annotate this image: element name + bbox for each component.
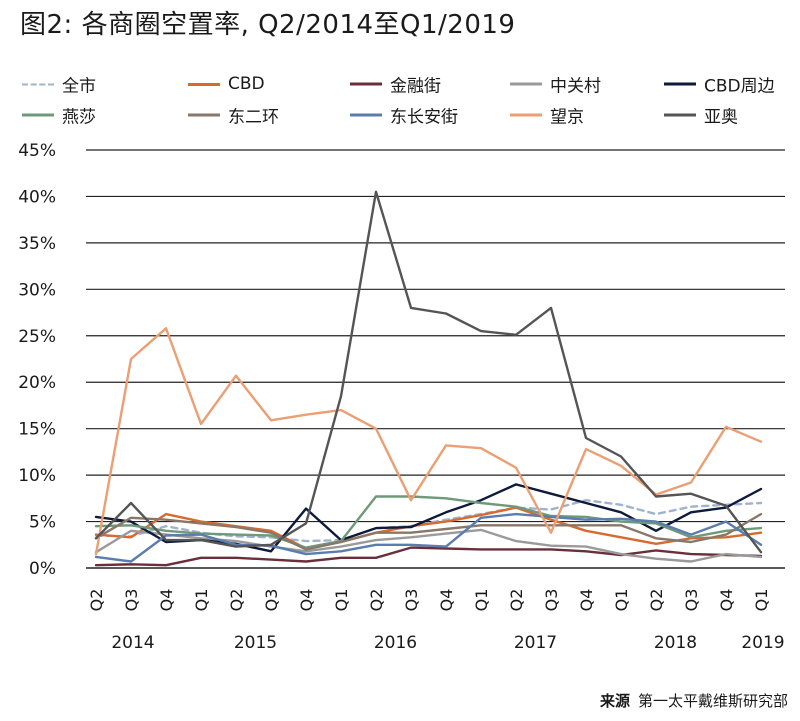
x-tick-label: Q3 xyxy=(122,589,141,612)
legend-item: 亚奥 xyxy=(664,103,738,128)
y-tick-label: 15% xyxy=(18,420,56,440)
legend-label: 金融街 xyxy=(390,76,441,97)
y-tick-labels: 0% 5% 10% 15% 20% 25% 30% 35% 40% 45% xyxy=(18,141,56,579)
source-text: 第一太平戴维斯研究部 xyxy=(637,692,788,710)
legend-item: 东长安街 xyxy=(350,103,458,128)
legend-item: 望京 xyxy=(510,103,584,128)
year-label: 2017 xyxy=(514,633,557,653)
source-label: 来源 xyxy=(599,692,630,710)
x-tick-label: Q1 xyxy=(752,589,771,612)
legend-swatch xyxy=(188,113,220,117)
series-line xyxy=(94,495,763,549)
legend-swatch xyxy=(22,83,54,85)
x-tick-label: Q2 xyxy=(367,589,386,612)
y-tick-label: 5% xyxy=(29,513,56,533)
legend-swatch xyxy=(510,113,542,117)
series-line xyxy=(94,506,763,550)
y-tick-label: 0% xyxy=(29,559,56,579)
series-line xyxy=(94,546,763,567)
x-tick-label: Q4 xyxy=(297,589,316,612)
year-label: 2019 xyxy=(741,633,784,653)
y-tick-label: 10% xyxy=(18,466,56,486)
x-tick-label: Q2 xyxy=(227,589,246,612)
gridlines xyxy=(86,149,785,569)
x-tick-label: Q4 xyxy=(577,589,596,612)
x-tick-labels: Q2 Q3 Q4 Q1 Q2 Q3 Q4 Q1 Q2 Q3 Q4 Q1 Q2 Q3 Q4 Q1 Q2 Q3 Q4 Q1 xyxy=(87,589,771,612)
chart-title: 图2: 各商圈空置率, Q2/2014至Q1/2019 xyxy=(20,10,516,40)
legend-label: 东长安街 xyxy=(390,107,458,128)
y-tick-label: 30% xyxy=(18,280,56,300)
series-line xyxy=(94,512,763,563)
legend-swatch xyxy=(188,82,220,86)
x-tick-label: Q4 xyxy=(157,589,176,612)
legend-label: 东二环 xyxy=(228,107,279,128)
legend-label: 亚奥 xyxy=(704,107,738,128)
legend-swatch xyxy=(664,113,696,117)
year-label: 2015 xyxy=(234,633,277,653)
series-lines xyxy=(94,190,763,567)
y-tick-label: 25% xyxy=(18,327,56,347)
legend-item: CBD周边 xyxy=(664,72,775,97)
x-tick-label: Q2 xyxy=(647,589,666,612)
legend-label: 燕莎 xyxy=(62,107,96,128)
x-tick-label: Q1 xyxy=(332,589,351,612)
year-label: 2018 xyxy=(654,633,697,653)
legend-item: 中关村 xyxy=(510,72,601,97)
legend-item: 东二环 xyxy=(188,103,279,128)
year-label: 2016 xyxy=(374,633,417,653)
legend-swatch xyxy=(350,82,382,86)
legend-item: 燕莎 xyxy=(22,103,96,128)
legend-swatch xyxy=(350,113,382,117)
year-label: 2014 xyxy=(111,633,154,653)
x-tick-label: Q3 xyxy=(402,589,421,612)
year-labels: 2014 2015 2016 2017 2018 2019 xyxy=(111,633,784,653)
x-tick-label: Q4 xyxy=(717,589,736,612)
legend-label: 中关村 xyxy=(550,76,601,97)
x-tick-label: Q1 xyxy=(472,589,491,612)
legend-item: 全市 xyxy=(22,72,96,97)
y-tick-label: 45% xyxy=(18,141,56,161)
x-tick-label: Q3 xyxy=(682,589,701,612)
y-tick-label: 40% xyxy=(18,187,56,207)
x-tick-label: Q2 xyxy=(87,589,106,612)
x-tick-label: Q1 xyxy=(192,589,211,612)
legend-swatch xyxy=(510,82,542,86)
x-tick-label: Q3 xyxy=(542,589,561,612)
chart-legend: 全市 CBD 金融街 中关村 CBD周边燕莎 东二环 东长安街 望京 亚奥 xyxy=(0,0,800,150)
legend-swatch xyxy=(664,82,696,86)
x-tick-label: Q1 xyxy=(612,589,631,612)
legend-item: CBD xyxy=(188,74,265,94)
legend-item: 金融街 xyxy=(350,72,441,97)
legend-label: 望京 xyxy=(550,107,584,128)
legend-label: CBD xyxy=(228,74,265,94)
series-line xyxy=(94,190,763,554)
x-tick-label: Q4 xyxy=(437,589,456,612)
source-note: 来源 第一太平戴维斯研究部 xyxy=(600,690,788,711)
legend-label: 全市 xyxy=(62,76,96,97)
line-chart: 0% 5% 10% 15% 20% 25% 30% 35% 40% 45% Q2 Q3 Q4 Q1 Q2 Q3… xyxy=(18,141,785,653)
y-tick-label: 35% xyxy=(18,234,56,254)
series-line xyxy=(94,528,763,563)
y-tick-label: 20% xyxy=(18,373,56,393)
series-line xyxy=(94,512,763,551)
x-tick-label: Q3 xyxy=(262,589,281,612)
legend-label: CBD周边 xyxy=(704,76,775,97)
legend-swatch xyxy=(22,113,54,117)
x-tick-label: Q2 xyxy=(507,589,526,612)
